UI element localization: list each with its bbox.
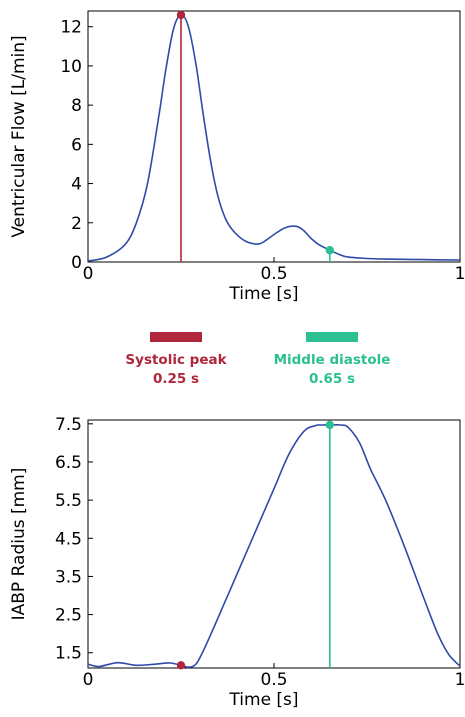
y-tick-label: 5.5 bbox=[55, 491, 82, 511]
y-tick-label: 2.5 bbox=[55, 606, 82, 626]
y-axis-label: Ventricular Flow [L/min] bbox=[9, 35, 29, 237]
x-axis-label: Time [s] bbox=[228, 284, 298, 304]
y-tick-label: 1.5 bbox=[55, 644, 82, 664]
y-tick-label: 6.5 bbox=[55, 453, 82, 473]
plot-frame bbox=[87, 10, 461, 263]
y-tick-label: 10 bbox=[60, 57, 82, 77]
y-axis-label: IABP Radius [mm] bbox=[9, 468, 29, 621]
x-tick-label: 0.5 bbox=[260, 264, 287, 284]
y-tick-label: 4.5 bbox=[55, 529, 82, 549]
ventricular-flow-chart: 0 2 4 6 8 10 12 0 0.5 1 Time [s] Ventricular Flow [… bbox=[9, 10, 465, 304]
y-tick-label: 6 bbox=[71, 135, 82, 155]
legend-label-systolic: Systolic peak bbox=[125, 352, 227, 368]
y-tick-label: 12 bbox=[60, 18, 82, 38]
x-axis-label: Time [s] bbox=[228, 690, 298, 710]
data-curve bbox=[87, 423, 461, 669]
legend-systolic-peak: Systolic peak 0.25 s bbox=[101, 332, 251, 387]
x-tick-label: 0.5 bbox=[260, 670, 287, 690]
y-tick-label: 7.5 bbox=[55, 415, 82, 435]
y-tick-label: 4 bbox=[71, 175, 82, 195]
x-tick-label: 0 bbox=[83, 264, 94, 284]
x-tick-label: 0 bbox=[83, 670, 94, 690]
marker-point-diastole bbox=[325, 246, 334, 255]
x-tick-label: 1 bbox=[455, 670, 465, 690]
iabp-radius-chart: 1.5 2.5 3.5 4.5 5.5 6.5 7.5 0 0.5 1 Time [s] IABP R… bbox=[9, 415, 465, 710]
y-tick-label: 3.5 bbox=[55, 567, 82, 587]
legend-time-diastole: 0.65 s bbox=[308, 371, 356, 387]
y-tick-label: 8 bbox=[71, 96, 82, 116]
marker-point-systolic bbox=[176, 10, 186, 20]
x-tick-label: 1 bbox=[455, 264, 465, 284]
y-tick-label: 0 bbox=[71, 253, 82, 273]
y-tick-label: 2 bbox=[71, 214, 82, 234]
data-curve bbox=[87, 14, 461, 262]
legend-label-diastole: Middle diastole bbox=[273, 352, 391, 368]
legend-middle-diastole: Middle diastole 0.65 s bbox=[257, 332, 407, 387]
legend-swatch-systolic bbox=[150, 332, 202, 342]
marker-point-systolic bbox=[176, 661, 186, 670]
legend-swatch-diastole bbox=[306, 332, 358, 342]
legend-time-systolic: 0.25 s bbox=[152, 371, 200, 387]
marker-point-diastole bbox=[325, 420, 334, 430]
